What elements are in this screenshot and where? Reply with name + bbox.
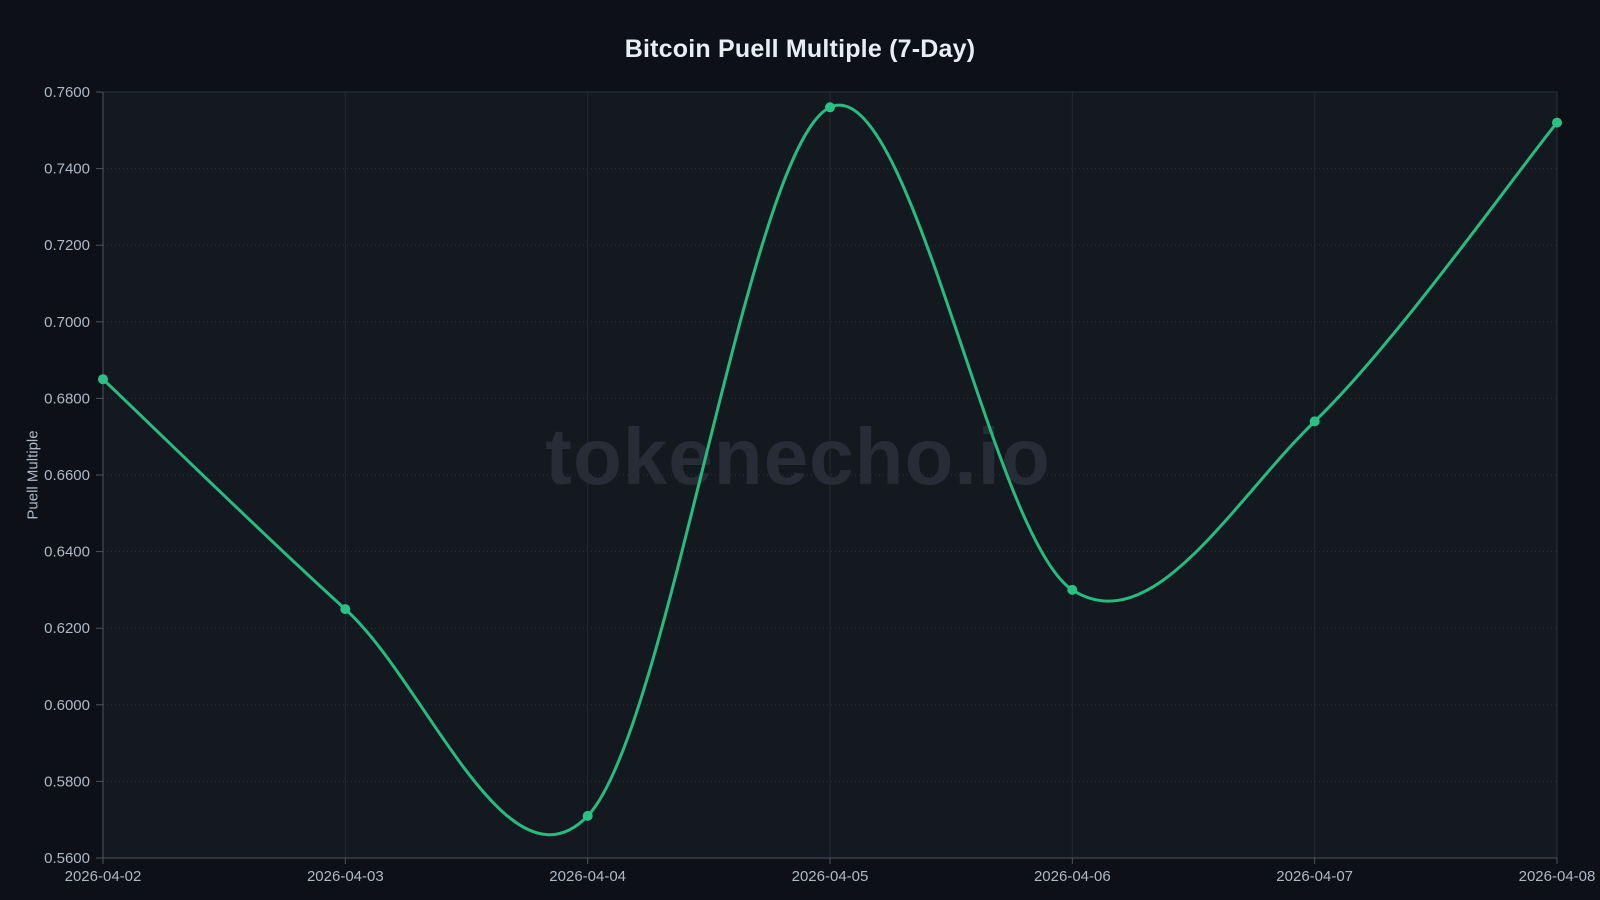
x-tick-label: 2026-04-08	[1519, 868, 1596, 885]
y-tick-label: 0.5600	[44, 850, 90, 867]
series-line	[101, 103, 1559, 836]
x-tick-label: 2026-04-02	[65, 868, 142, 885]
y-tick-label: 0.6200	[44, 620, 90, 637]
chart-grid-layer: 0.5600 0.5800 0.6000 0.6200 0.6400 0.6600 0.68…	[44, 84, 1595, 885]
data-point	[340, 604, 351, 615]
data-point	[825, 102, 835, 113]
data-point	[582, 810, 593, 821]
watermark: tokenecho.io	[545, 412, 1050, 501]
data-point	[1067, 584, 1078, 595]
y-tick-label: 0.7600	[44, 84, 90, 101]
data-point	[1552, 117, 1562, 128]
y-tick-label: 0.7200	[44, 237, 90, 254]
y-tick-label: 0.7400	[44, 161, 90, 178]
data-point	[98, 374, 108, 385]
x-tick-label: 2026-04-04	[549, 868, 626, 885]
x-tick-label: 2026-04-06	[1034, 868, 1111, 885]
x-tick-label: 2026-04-05	[792, 868, 869, 885]
chart-title: Bitcoin Puell Multiple (7-Day)	[624, 35, 976, 63]
chart-series-layer	[98, 102, 1562, 836]
x-tick-label: 2026-04-07	[1276, 868, 1353, 885]
y-tick-label: 0.6400	[44, 544, 90, 561]
y-tick-label: 0.6000	[44, 697, 90, 714]
y-tick-label: 0.6600	[44, 467, 90, 484]
y-tick-label: 0.6800	[44, 390, 90, 407]
data-point	[1309, 416, 1320, 427]
y-tick-label: 0.5800	[44, 773, 90, 790]
x-tick-label: 2026-04-03	[307, 868, 384, 885]
y-tick-label: 0.7000	[44, 314, 90, 331]
